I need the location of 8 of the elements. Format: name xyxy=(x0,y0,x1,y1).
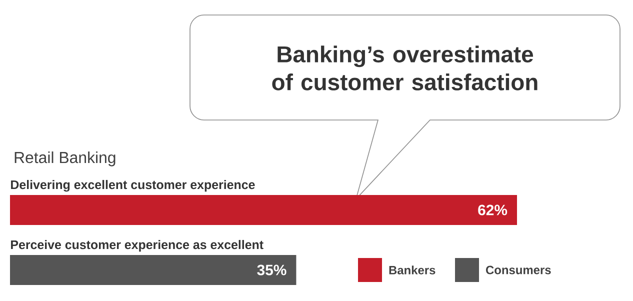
chart-title: Banking’s overestimate of customer satisfaction xyxy=(272,46,538,90)
y-tick-label: Perceive customer experience as excellent xyxy=(11,240,264,252)
y-tick-label: Delivering excellent customer experience xyxy=(11,180,255,192)
legend-label: Bankers xyxy=(389,266,436,274)
chart-subtitle: Retail Banking xyxy=(14,151,116,166)
data-label: 62% xyxy=(478,204,508,216)
legend-label: Consumers xyxy=(486,266,551,274)
data-label: 35% xyxy=(257,264,286,276)
